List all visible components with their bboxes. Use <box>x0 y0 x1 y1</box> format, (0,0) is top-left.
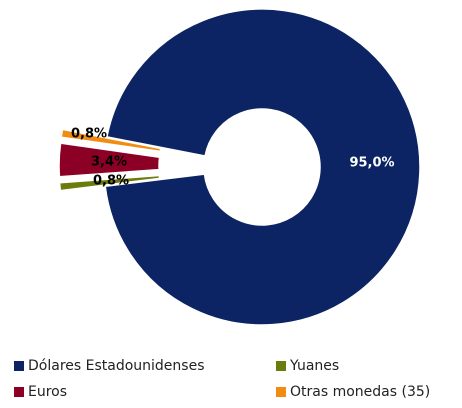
legend-label: Dólares Estadounidenses <box>28 358 205 374</box>
donut-slice <box>60 128 162 153</box>
data-label: 3,4% <box>91 155 127 170</box>
legend-swatch <box>276 361 286 371</box>
data-label: 0,8% <box>71 127 107 142</box>
legend-swatch <box>276 387 286 397</box>
legend-swatch <box>14 361 24 371</box>
data-label: 95,0% <box>349 156 394 171</box>
donut-slice <box>58 142 161 178</box>
legend-label: Euros <box>28 384 67 400</box>
data-label: 0,8% <box>93 174 129 189</box>
legend-label: Yuanes <box>289 358 339 374</box>
legend-swatch <box>14 387 24 397</box>
donut-slice <box>104 8 421 326</box>
donut-slice <box>58 174 161 192</box>
legend-label: Otras monedas (35) <box>290 384 430 400</box>
